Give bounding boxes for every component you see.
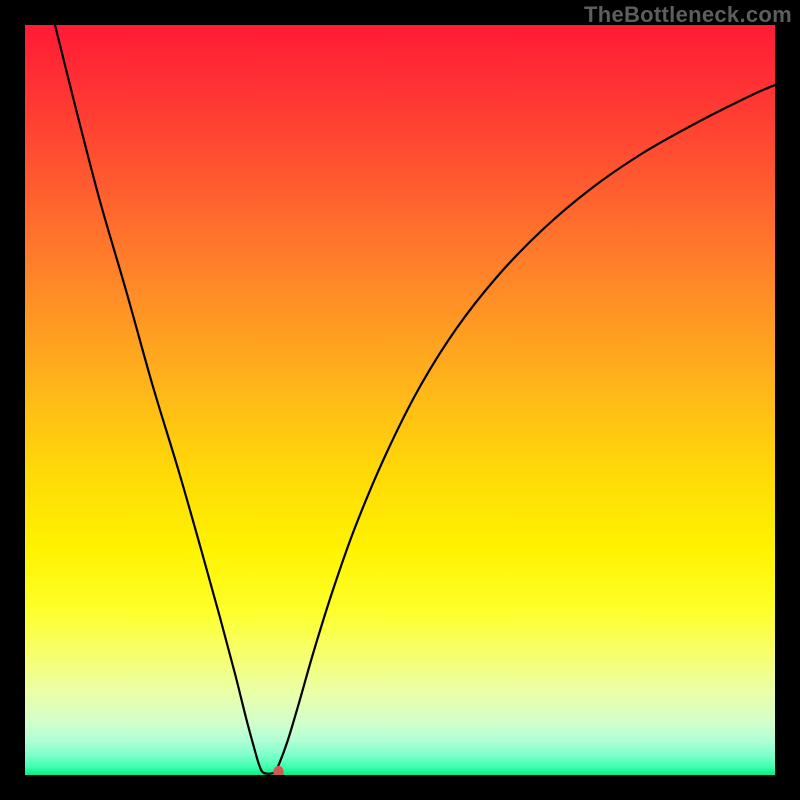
bottleneck-curve-chart — [25, 25, 775, 775]
gradient-background — [25, 25, 775, 775]
chart-container: TheBottleneck.com — [0, 0, 800, 800]
plot-area — [25, 25, 775, 775]
